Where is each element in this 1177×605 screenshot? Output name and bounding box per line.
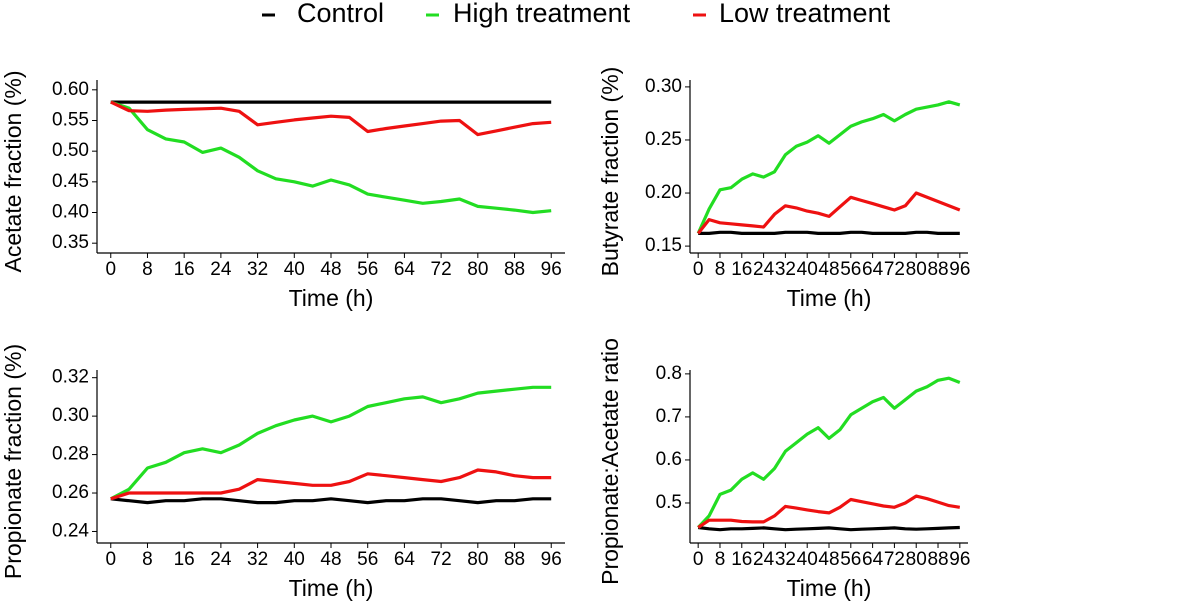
y-tick-label: 0.20 [645, 182, 682, 203]
x-tick-label: 72 [431, 259, 452, 280]
y-tick-label: 0.6 [656, 449, 682, 470]
x-tick-label: 96 [949, 549, 970, 570]
x-tick-label: 56 [840, 549, 861, 570]
x-tick-label: 8 [142, 549, 153, 570]
x-tick-label: 40 [797, 259, 818, 280]
x-tick-label: 48 [320, 549, 341, 570]
x-tick-label: 16 [731, 549, 752, 570]
x-tick-label: 0 [105, 259, 116, 280]
y-axis-label: Butyrate fraction (%) [597, 67, 623, 277]
y-tick-label: 0.24 [52, 520, 89, 541]
series-line [698, 525, 960, 532]
x-tick-label: 80 [906, 549, 927, 570]
x-tick-label: 56 [357, 259, 378, 280]
series-line [110, 385, 552, 501]
y-tick-label: 0.50 [52, 140, 89, 161]
x-tick-label: 72 [431, 549, 452, 570]
x-tick-label: 88 [504, 549, 525, 570]
x-tick-label: 0 [105, 549, 116, 570]
y-tick-label: 0.40 [52, 202, 89, 223]
x-tick-label: 56 [357, 549, 378, 570]
y-tick-label: 0.25 [645, 129, 682, 150]
x-tick-label: 0 [693, 549, 704, 570]
y-tick-label: 0.60 [52, 79, 89, 100]
series-line [696, 191, 961, 235]
x-tick-label: 24 [753, 259, 775, 280]
x-tick-label: 96 [949, 259, 970, 280]
x-tick-label: 16 [174, 259, 195, 280]
legend-label: High treatment [453, 0, 631, 28]
x-tick-label: 0 [693, 259, 704, 280]
x-tick-label: 24 [210, 549, 232, 570]
series-line [697, 494, 961, 529]
x-tick-label: 64 [862, 259, 884, 280]
x-tick-label: 56 [840, 259, 861, 280]
series-line [697, 376, 961, 529]
x-tick-label: 80 [467, 259, 488, 280]
x-tick-label: 80 [906, 259, 927, 280]
x-tick-label: 64 [394, 549, 416, 570]
legend-label: Control [297, 0, 384, 28]
x-tick-label: 32 [247, 259, 268, 280]
y-tick-label: 0.45 [52, 171, 89, 192]
series-line [698, 230, 960, 235]
y-tick-label: 0.35 [52, 232, 89, 253]
legend-label: Low treatment [719, 0, 891, 28]
series-line [110, 497, 552, 505]
x-tick-label: 24 [210, 259, 232, 280]
y-tick-label: 0.30 [52, 405, 89, 426]
x-tick-label: 8 [142, 259, 153, 280]
y-axis-label: Acetate fraction (%) [0, 71, 26, 273]
y-tick-label: 0.28 [52, 444, 89, 465]
x-tick-label: 48 [818, 259, 839, 280]
x-tick-label: 32 [247, 549, 268, 570]
x-axis-label: Time (h) [787, 575, 872, 601]
x-tick-label: 64 [862, 549, 884, 570]
x-tick-label: 96 [541, 259, 562, 280]
y-tick-label: 0.55 [52, 110, 89, 131]
series-line [696, 100, 961, 235]
y-tick-label: 0.15 [645, 235, 682, 256]
x-tick-label: 72 [884, 259, 905, 280]
x-tick-label: 88 [927, 549, 948, 570]
y-axis-label: Propionate:Acetate ratio [597, 338, 623, 585]
x-tick-label: 88 [927, 259, 948, 280]
series-line [110, 100, 552, 137]
series-line [110, 100, 552, 215]
x-tick-label: 72 [884, 549, 905, 570]
x-tick-label: 32 [775, 549, 796, 570]
series-line [110, 468, 552, 501]
x-tick-label: 16 [174, 549, 195, 570]
x-axis-label: Time (h) [787, 285, 872, 311]
x-tick-label: 40 [797, 549, 818, 570]
y-axis-label: Propionate fraction (%) [0, 344, 26, 579]
x-tick-label: 88 [504, 259, 525, 280]
y-tick-label: 0.7 [656, 406, 682, 427]
x-tick-label: 24 [753, 549, 775, 570]
y-tick-label: 0.8 [656, 363, 682, 384]
x-tick-label: 32 [775, 259, 796, 280]
x-tick-label: 48 [320, 259, 341, 280]
x-tick-label: 8 [715, 259, 726, 280]
x-tick-label: 8 [715, 549, 726, 570]
x-tick-label: 40 [284, 259, 305, 280]
x-tick-label: 64 [394, 259, 416, 280]
x-tick-label: 96 [541, 549, 562, 570]
y-tick-label: 0.32 [52, 367, 89, 388]
x-tick-label: 40 [284, 549, 305, 570]
y-tick-label: 0.5 [656, 492, 682, 513]
x-axis-label: Time (h) [289, 285, 374, 311]
y-tick-label: 0.30 [645, 76, 682, 97]
x-tick-label: 16 [731, 259, 752, 280]
y-tick-label: 0.26 [52, 482, 89, 503]
x-tick-label: 80 [467, 549, 488, 570]
x-tick-label: 48 [818, 549, 839, 570]
x-axis-label: Time (h) [289, 575, 374, 601]
